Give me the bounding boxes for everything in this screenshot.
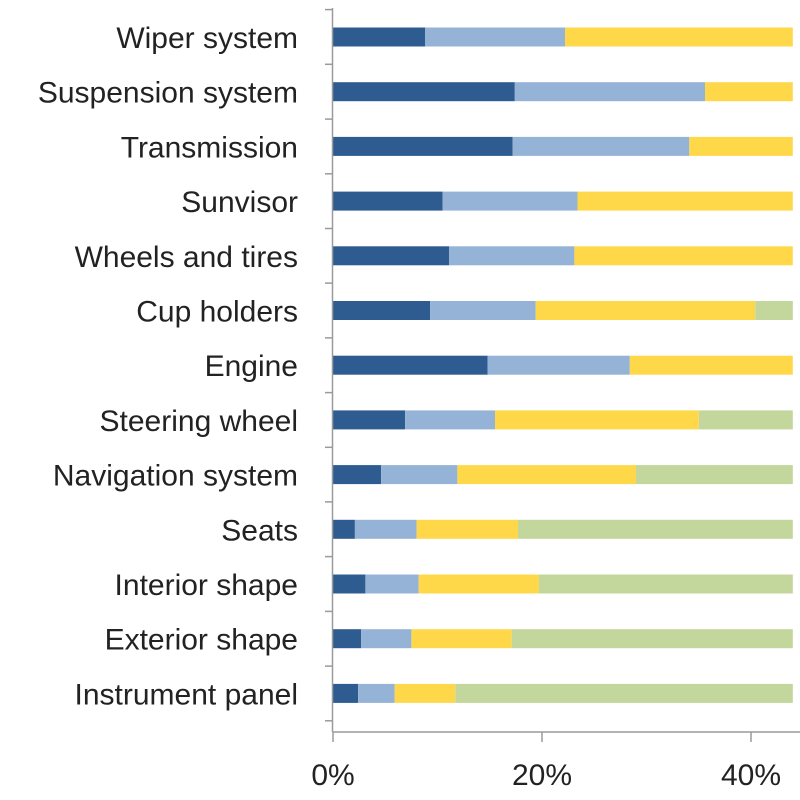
bar-segment (333, 246, 449, 266)
x-tick-label: 20% (512, 759, 572, 792)
x-tick-label: 0% (311, 759, 354, 792)
bar-segment (705, 82, 793, 102)
bar-segment (755, 301, 793, 320)
bar-segment (333, 27, 425, 47)
bar-segment (577, 191, 793, 211)
category-label: Instrument panel (75, 678, 298, 711)
category-label: Suspension system (38, 77, 298, 110)
bar-segment (442, 191, 578, 211)
bar-segment (430, 301, 536, 320)
category-label: Engine (205, 350, 298, 383)
bar-segment (418, 574, 539, 594)
bar-segment (333, 410, 406, 430)
category-label: Sunvisor (181, 186, 298, 219)
bar-segment (487, 355, 630, 375)
bar-segment (518, 519, 793, 539)
axis-layer (325, 8, 800, 742)
bar-segment (358, 683, 395, 703)
category-label: Seats (221, 514, 298, 547)
bar-segment (333, 629, 362, 649)
labels-layer: Wiper system Suspension system Transmissio… (38, 22, 781, 792)
bar-segment (511, 629, 793, 649)
bar-segment (455, 683, 793, 703)
bar-segment (457, 465, 637, 485)
bar-segment (535, 301, 756, 320)
bar-segment (538, 574, 793, 594)
x-tick-label: 40% (721, 759, 781, 792)
bar-segment (333, 82, 515, 102)
bar-segment (416, 519, 518, 539)
bar-segment (333, 136, 513, 156)
category-label: Navigation system (53, 460, 298, 493)
bar-segment (361, 629, 412, 649)
category-label: Exterior shape (105, 624, 298, 657)
bars-layer (333, 27, 793, 703)
bar-segment (689, 136, 793, 156)
bar-segment (333, 301, 431, 320)
bar-segment (394, 683, 456, 703)
category-label: Interior shape (115, 569, 298, 602)
bar-segment (405, 410, 495, 430)
bar-segment (381, 465, 458, 485)
bar-segment (333, 574, 366, 594)
bar-segment (354, 519, 417, 539)
bar-segment (333, 355, 488, 375)
bar-segment (411, 629, 512, 649)
bar-segment (636, 465, 793, 485)
category-label: Wiper system (116, 22, 298, 55)
bar-segment (333, 519, 355, 539)
category-label: Wheels and tires (75, 241, 298, 274)
category-label: Steering wheel (100, 405, 298, 438)
bar-segment (514, 82, 705, 102)
bar-segment (425, 27, 565, 47)
bar-segment (512, 136, 690, 156)
bar-segment (565, 27, 793, 47)
bar-segment (333, 191, 443, 211)
bar-segment (698, 410, 793, 430)
bar-segment (333, 683, 359, 703)
bar-segment (365, 574, 419, 594)
bar-segment (629, 355, 793, 375)
bar-segment (495, 410, 699, 430)
bar-segment (574, 246, 793, 266)
bar-segment (449, 246, 575, 266)
category-label: Cup holders (136, 296, 298, 329)
bar-segment (333, 465, 382, 485)
category-label: Transmission (121, 131, 298, 164)
